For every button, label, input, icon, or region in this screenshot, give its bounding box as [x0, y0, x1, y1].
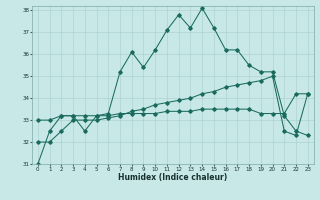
X-axis label: Humidex (Indice chaleur): Humidex (Indice chaleur) [118, 173, 228, 182]
